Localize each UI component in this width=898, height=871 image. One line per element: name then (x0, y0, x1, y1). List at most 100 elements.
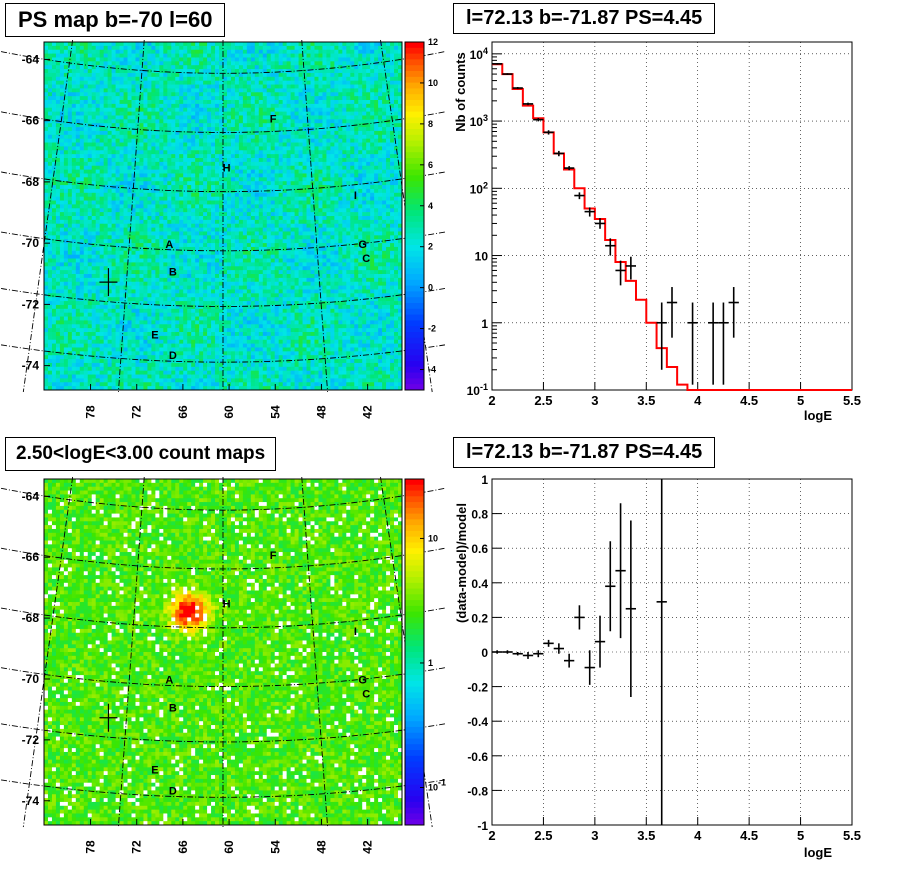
heatmap-cell (51, 374, 57, 379)
heatmap-cell (99, 196, 105, 201)
heatmap-cell (115, 266, 120, 271)
heatmap-cell (139, 304, 144, 310)
heatmap-cell (131, 146, 136, 151)
heatmap-cell (91, 351, 97, 356)
heatmap-cell (67, 258, 73, 263)
heatmap-cell (44, 370, 49, 375)
heatmap-cell (75, 154, 81, 159)
heatmap-cell (159, 320, 164, 325)
heatmap-cell (131, 246, 136, 252)
heatmap-cell (63, 258, 69, 263)
heatmap-cell (226, 270, 232, 275)
heatmap-cell (127, 123, 132, 128)
heatmap-cell (143, 219, 148, 225)
heatmap-cell (151, 146, 156, 151)
heatmap-cell (151, 231, 156, 236)
heatmap-cell (167, 192, 172, 198)
heatmap-cell (223, 107, 228, 112)
heatmap-cell (258, 127, 264, 132)
heatmap-cell (71, 204, 77, 209)
heatmap-cell (143, 130, 148, 136)
heatmap-cell (203, 161, 208, 167)
heatmap-cell (199, 161, 204, 167)
heatmap-cell (47, 304, 53, 310)
heatmap-cell (107, 196, 113, 201)
heatmap-cell (219, 304, 224, 310)
heatmap-cell (51, 297, 57, 302)
heatmap-cell (250, 53, 256, 58)
heatmap-cell (55, 293, 61, 298)
heatmap-cell (79, 258, 85, 263)
heatmap-cell (254, 246, 260, 252)
heatmap-cell (79, 382, 85, 387)
heatmap-cell (238, 359, 244, 364)
heatmap-cell (191, 192, 196, 198)
heatmap-cell (163, 320, 168, 325)
heatmap-cell (91, 362, 97, 368)
heatmap-cell (219, 69, 224, 74)
heatmap-cell (131, 216, 136, 221)
heatmap-cell (183, 123, 188, 128)
heatmap-cell (131, 243, 136, 248)
heatmap-cell (44, 297, 49, 302)
heatmap-cell (258, 219, 264, 225)
heatmap-cell (191, 84, 196, 89)
heatmap-cell (151, 185, 156, 190)
heatmap-cell (103, 49, 109, 54)
heatmap-cell (262, 192, 268, 198)
heatmap-cell (147, 355, 152, 360)
heatmap-cell (151, 366, 156, 372)
heatmap-cell (234, 181, 240, 186)
heatmap-cell (250, 355, 256, 360)
heatmap-cell (119, 111, 124, 116)
heatmap-cell (107, 177, 113, 182)
heatmap-cell (135, 161, 140, 167)
heatmap-cell (131, 169, 136, 174)
heatmap-cell (115, 188, 120, 194)
heatmap-cell (167, 181, 172, 186)
heatmap-cell (143, 181, 148, 186)
heatmap-cell (127, 386, 132, 391)
heatmap-cell (242, 316, 248, 321)
heatmap-cell (119, 378, 124, 383)
heatmap-cell (135, 61, 140, 66)
heatmap-cell (187, 185, 192, 190)
heatmap-cell (191, 227, 196, 232)
heatmap-cell (219, 177, 224, 182)
heatmap-cell (223, 165, 228, 170)
heatmap-cell (139, 223, 144, 228)
heatmap-cell (207, 76, 212, 82)
heatmap-cell (195, 188, 200, 194)
heatmap-cell (59, 262, 65, 267)
heatmap-cell (99, 69, 105, 74)
heatmap-cell (127, 130, 132, 136)
heatmap-cell (250, 366, 256, 372)
heatmap-cell (155, 53, 160, 58)
heatmap-cell (159, 304, 164, 310)
heatmap-cell (179, 192, 184, 198)
heatmap-cell (242, 266, 248, 271)
heatmap-cell (59, 386, 65, 391)
heatmap-cell (67, 239, 73, 244)
heatmap-cell (75, 332, 81, 337)
heatmap-cell (262, 88, 268, 93)
heatmap-cell (115, 335, 120, 341)
heatmap-cell (163, 274, 168, 279)
heatmap-cell (123, 169, 128, 174)
heatmap-cell (159, 88, 164, 93)
heatmap-cell (71, 173, 77, 178)
heatmap-cell (107, 301, 113, 306)
heatmap-cell (183, 84, 188, 89)
heatmap-cell (238, 115, 244, 120)
heatmap-cell (262, 42, 268, 47)
heatmap-cell (219, 258, 224, 263)
heatmap-cell (95, 134, 101, 140)
heatmap-cell (230, 304, 236, 310)
heatmap-cell (226, 219, 232, 225)
heatmap-cell (131, 266, 136, 271)
heatmap-cell (131, 200, 136, 205)
heatmap-cell (175, 304, 180, 310)
heatmap-cell (155, 289, 160, 294)
heatmap-cell (119, 219, 124, 225)
heatmap-cell (258, 142, 264, 147)
